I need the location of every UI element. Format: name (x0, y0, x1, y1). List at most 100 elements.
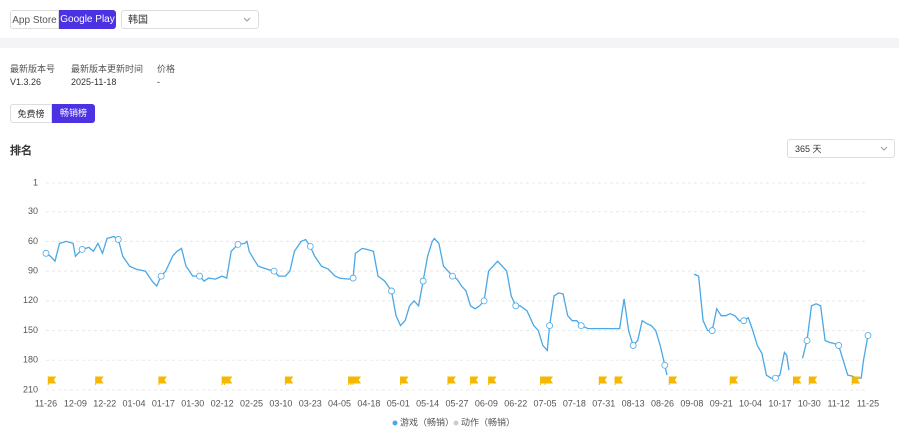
point (546, 322, 553, 330)
x-tick-label: 12-09 (64, 398, 87, 408)
section-title: 排名 (10, 145, 32, 157)
point (512, 302, 520, 310)
chevron (880, 146, 888, 151)
y-tick-label: 1 (33, 177, 38, 187)
x-tick-label: 02-12 (211, 398, 234, 408)
flag (400, 376, 409, 385)
legend-label: 游戏（畅销） (400, 416, 454, 427)
y-tick-label: 90 (28, 266, 38, 276)
rank-tab[interactable]: 免费榜 (10, 104, 52, 123)
y-tick-label: 210 (23, 384, 38, 394)
flag (488, 376, 497, 385)
flag (223, 376, 233, 385)
x-tick-label: 07-18 (563, 398, 586, 408)
point (234, 241, 242, 248)
flag (792, 376, 802, 385)
x-tick-label: 01-17 (152, 398, 175, 408)
x-tick-label: 08-13 (622, 398, 645, 408)
point (629, 342, 637, 349)
point (114, 236, 122, 243)
point (42, 249, 50, 257)
flag (808, 376, 818, 385)
x-tick-label: 05-27 (445, 398, 468, 408)
x-tick-label: 02-25 (240, 398, 263, 408)
chevron (243, 17, 251, 22)
flag (851, 376, 861, 385)
x-tick-label: 01-04 (123, 398, 146, 408)
info-value: 2025-11-18 (71, 77, 117, 87)
x-tick-label: 03-23 (299, 398, 322, 408)
point (480, 297, 488, 305)
info-value: V1.3.26 (10, 77, 42, 87)
legend-marker (392, 420, 398, 426)
x-tick-label: 05-01 (387, 398, 410, 408)
point (740, 317, 748, 325)
x-tick-label: 10-30 (798, 398, 821, 408)
y-tick-label: 120 (23, 295, 38, 305)
flag (352, 376, 362, 385)
store-tab[interactable]: App Store (10, 10, 59, 29)
point (306, 242, 314, 250)
line (45, 235, 869, 379)
region-select[interactable]: 韩国 (121, 10, 259, 29)
point (270, 267, 278, 275)
x-tick-label: 05-14 (416, 398, 439, 408)
flag (47, 376, 57, 385)
flag (668, 376, 678, 385)
point (803, 337, 811, 344)
point (661, 361, 669, 369)
point (864, 332, 872, 339)
flag (284, 376, 294, 385)
x-tick-label: 10-04 (739, 398, 762, 408)
y-tick-label: 150 (23, 325, 38, 335)
region: 韩国 (128, 15, 148, 26)
flag (447, 376, 456, 385)
info-label: 最新版本更新时间 (71, 64, 144, 74)
flag (470, 376, 479, 385)
divider (0, 38, 899, 48)
x-tick-label: 11-12 (827, 398, 849, 408)
flag (614, 376, 624, 385)
y-tick-label: 180 (23, 355, 38, 365)
flag (729, 376, 739, 385)
x-tick-label: 04-18 (357, 398, 380, 408)
x-tick-label: 06-09 (475, 398, 498, 408)
x-tick-label: 10-17 (768, 398, 791, 408)
x-tick-label: 08-26 (651, 398, 674, 408)
x-tick-label: 04-05 (328, 398, 351, 408)
x-tick-label: 06-22 (504, 398, 527, 408)
point (772, 374, 779, 382)
x-tick-label: 11-26 (35, 398, 57, 408)
y-tick-label: 60 (28, 236, 38, 246)
legend-marker (453, 420, 459, 426)
point (388, 287, 395, 295)
x-tick-label: 12-22 (93, 398, 116, 408)
point (708, 327, 716, 334)
flag (544, 376, 554, 385)
rank-tab[interactable]: 畅销榜 (52, 104, 95, 123)
x-tick-label: 01-30 (181, 398, 204, 408)
legend-label: 动作（畅销） (461, 416, 515, 427)
point (349, 274, 357, 282)
x-tick-label: 03-10 (269, 398, 292, 408)
info-label: 最新版本号 (10, 64, 56, 74)
info-label: 价格 (157, 64, 176, 74)
flag (95, 376, 104, 385)
x-tick-label: 09-21 (710, 398, 733, 408)
x-tick-label: 07-05 (534, 398, 557, 408)
x-tick-label: 09-08 (680, 398, 703, 408)
store-tab[interactable]: Google Play (59, 10, 116, 29)
flag (598, 376, 608, 385)
x-tick-label: 07-31 (592, 398, 615, 408)
point (157, 272, 165, 280)
x-tick-label: 11-25 (857, 398, 879, 408)
point (577, 322, 585, 330)
flag (158, 376, 167, 385)
point (419, 277, 427, 285)
range-select[interactable]: 365 天 (787, 139, 895, 158)
y-tick-label: 30 (28, 206, 38, 216)
range: 365 天 (795, 144, 822, 154)
point (196, 272, 203, 280)
